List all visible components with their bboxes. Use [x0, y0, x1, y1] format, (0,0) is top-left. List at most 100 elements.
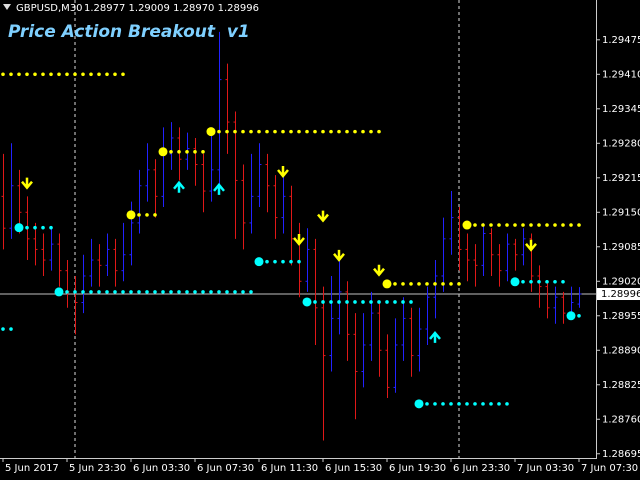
- level-dot: [25, 72, 29, 77]
- level-dot: [105, 72, 109, 77]
- level-dot: [449, 402, 453, 406]
- level-dot: [481, 223, 485, 227]
- level-dot: [65, 290, 69, 294]
- level-dot: [521, 223, 525, 227]
- level-dot: [457, 402, 461, 406]
- level-dot: [145, 290, 149, 294]
- level-dot: [569, 223, 573, 227]
- level-dot: [185, 290, 189, 294]
- signal-arrow: [429, 330, 441, 343]
- x-tick-label: 6 Jun 15:30: [325, 463, 382, 474]
- level-dot: [297, 259, 301, 264]
- y-tick-label: 1.29345: [602, 104, 640, 115]
- level-dot: [233, 129, 237, 134]
- level-dot: [425, 282, 429, 286]
- level-dot: [41, 225, 45, 230]
- y-tick-label: 1.29410: [602, 69, 640, 80]
- level-dot: [353, 300, 357, 304]
- level-start: [566, 311, 576, 321]
- level-dot: [81, 290, 85, 294]
- signal-arrow: [525, 239, 537, 252]
- level-start: [510, 277, 520, 287]
- level-dot: [57, 72, 61, 77]
- level-dot: [489, 402, 493, 406]
- level-dot: [577, 223, 581, 227]
- level-dot: [297, 129, 301, 134]
- x-tick-label: 5 Jun 2017: [5, 463, 59, 474]
- level-dot: [337, 300, 341, 304]
- level-dot: [377, 300, 381, 304]
- level-dot: [561, 280, 565, 284]
- level-start: [302, 297, 312, 307]
- y-tick-label: 1.29085: [602, 242, 640, 253]
- y-tick-label: 1.28890: [602, 345, 640, 356]
- level-dot: [537, 223, 541, 227]
- level-dot: [313, 300, 317, 304]
- level-dot: [369, 129, 373, 134]
- level-dot: [321, 300, 325, 304]
- level-dot: [481, 402, 485, 406]
- last-price-label: 1.28996: [601, 289, 640, 300]
- level-dot: [209, 290, 213, 294]
- level-dot: [33, 72, 37, 77]
- y-tick-label: 1.29280: [602, 138, 640, 149]
- level-dot: [73, 290, 77, 294]
- level-dot: [121, 290, 125, 294]
- level-dot: [137, 290, 141, 294]
- y-tick-label: 1.28825: [602, 380, 640, 391]
- level-dot: [97, 290, 101, 294]
- level-dot: [553, 223, 557, 227]
- level-dot: [89, 290, 93, 294]
- x-tick-label: 6 Jun 11:30: [261, 463, 318, 474]
- level-dot: [577, 313, 581, 318]
- y-tick-label: 1.29150: [602, 207, 640, 218]
- level-dot: [153, 290, 157, 294]
- level-dot: [97, 72, 101, 77]
- level-dot: [201, 149, 205, 154]
- level-dot: [137, 213, 141, 217]
- level-dot: [345, 300, 349, 304]
- level-dot: [337, 129, 341, 134]
- level-dot: [121, 72, 125, 77]
- level-dot: [273, 259, 277, 264]
- level-dot: [1, 72, 5, 77]
- level-start: [462, 220, 472, 230]
- level-dot: [321, 129, 325, 134]
- x-tick-label: 6 Jun 23:30: [453, 463, 510, 474]
- level-dot: [401, 282, 405, 286]
- level-dot: [441, 402, 445, 406]
- level-dot: [489, 223, 493, 227]
- level-dot: [369, 300, 373, 304]
- last-price-box: [597, 288, 640, 301]
- level-dot: [113, 290, 117, 294]
- level-dot: [265, 129, 269, 134]
- y-tick-label: 1.29475: [602, 35, 640, 46]
- level-dot: [81, 72, 85, 77]
- level-dot: [241, 129, 245, 134]
- level-dot: [473, 402, 477, 406]
- level-dot: [409, 282, 413, 286]
- level-dot: [217, 290, 221, 294]
- level-dot: [41, 72, 45, 77]
- level-dot: [249, 290, 253, 294]
- x-tick-label: 7 Jun 07:30: [581, 463, 638, 474]
- level-dot: [161, 290, 165, 294]
- level-start: [382, 279, 392, 289]
- symbol-icon: [3, 4, 11, 10]
- level-dot: [305, 129, 309, 134]
- level-dot: [25, 225, 29, 230]
- level-dot: [281, 129, 285, 134]
- level-dot: [425, 402, 429, 406]
- level-dot: [473, 223, 477, 227]
- level-dot: [9, 327, 13, 331]
- level-dot: [521, 280, 525, 284]
- level-dot: [201, 290, 205, 294]
- level-dot: [553, 280, 557, 284]
- level-dot: [529, 223, 533, 227]
- level-dot: [329, 300, 333, 304]
- level-dot: [289, 129, 293, 134]
- level-dot: [145, 213, 149, 217]
- level-dot: [497, 223, 501, 227]
